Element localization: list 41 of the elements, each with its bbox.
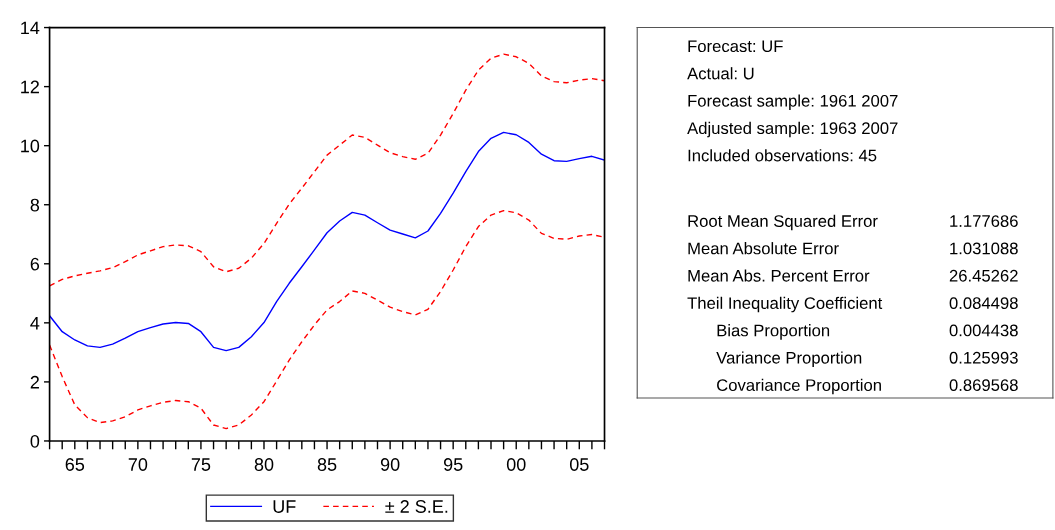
text: Forecast: UF bbox=[688, 40, 783, 53]
y-tick-label: 2 bbox=[30, 375, 39, 389]
y-tick-label: 14 bbox=[21, 21, 40, 35]
data-label: 0.004438 bbox=[949, 324, 1018, 337]
data-label: 0.125993 bbox=[949, 351, 1018, 364]
data-label: 1.177686 bbox=[950, 215, 1018, 227]
data-label: 0.869568 bbox=[949, 379, 1018, 392]
x-tick-label: 00 bbox=[506, 458, 526, 471]
y-tick-label: 6 bbox=[30, 257, 40, 271]
line-series bbox=[49, 131, 605, 352]
category-label: Root Mean Squared Error bbox=[688, 214, 878, 231]
data-label: 0.084498 bbox=[949, 297, 1018, 310]
x-tick-label: 80 bbox=[254, 458, 274, 471]
legend-label: ± 2 S.E. bbox=[385, 500, 448, 513]
line-series bbox=[49, 53, 605, 287]
category-label: Bias Proportion bbox=[717, 324, 830, 340]
text: Adjusted sample: 1963 2007 bbox=[687, 121, 898, 138]
x-tick-label: 95 bbox=[443, 458, 463, 471]
legend-label: UF bbox=[273, 500, 296, 513]
x-tick-label: 85 bbox=[317, 458, 337, 471]
category-label: Theil Inequality Coefficient bbox=[687, 296, 883, 313]
category-label: Mean Abs. Percent Error bbox=[688, 269, 870, 282]
x-tick-label: 90 bbox=[380, 458, 400, 471]
x-tick-label: 65 bbox=[65, 458, 85, 471]
category-label: Variance Proportion bbox=[716, 351, 862, 367]
line-series bbox=[49, 209, 605, 430]
text: Forecast sample: 1961 2007 bbox=[688, 94, 898, 111]
y-tick-label: 4 bbox=[30, 316, 40, 330]
y-tick-label: 10 bbox=[21, 139, 40, 153]
y-tick-label: 12 bbox=[21, 80, 39, 94]
data-label: 26.45262 bbox=[949, 269, 1018, 282]
x-tick-label: 70 bbox=[128, 458, 148, 471]
x-tick-label: 05 bbox=[569, 458, 589, 471]
text: Actual: U bbox=[687, 67, 754, 80]
y-tick-label: 8 bbox=[30, 198, 40, 212]
x-tick-label: 75 bbox=[191, 458, 211, 471]
category-label: Covariance Proportion bbox=[717, 378, 881, 395]
data-label: 1.031088 bbox=[950, 242, 1018, 255]
category-label: Mean Absolute Error bbox=[688, 242, 839, 255]
y-tick-label: 0 bbox=[30, 434, 40, 448]
text: Included observations: 45 bbox=[688, 149, 877, 162]
